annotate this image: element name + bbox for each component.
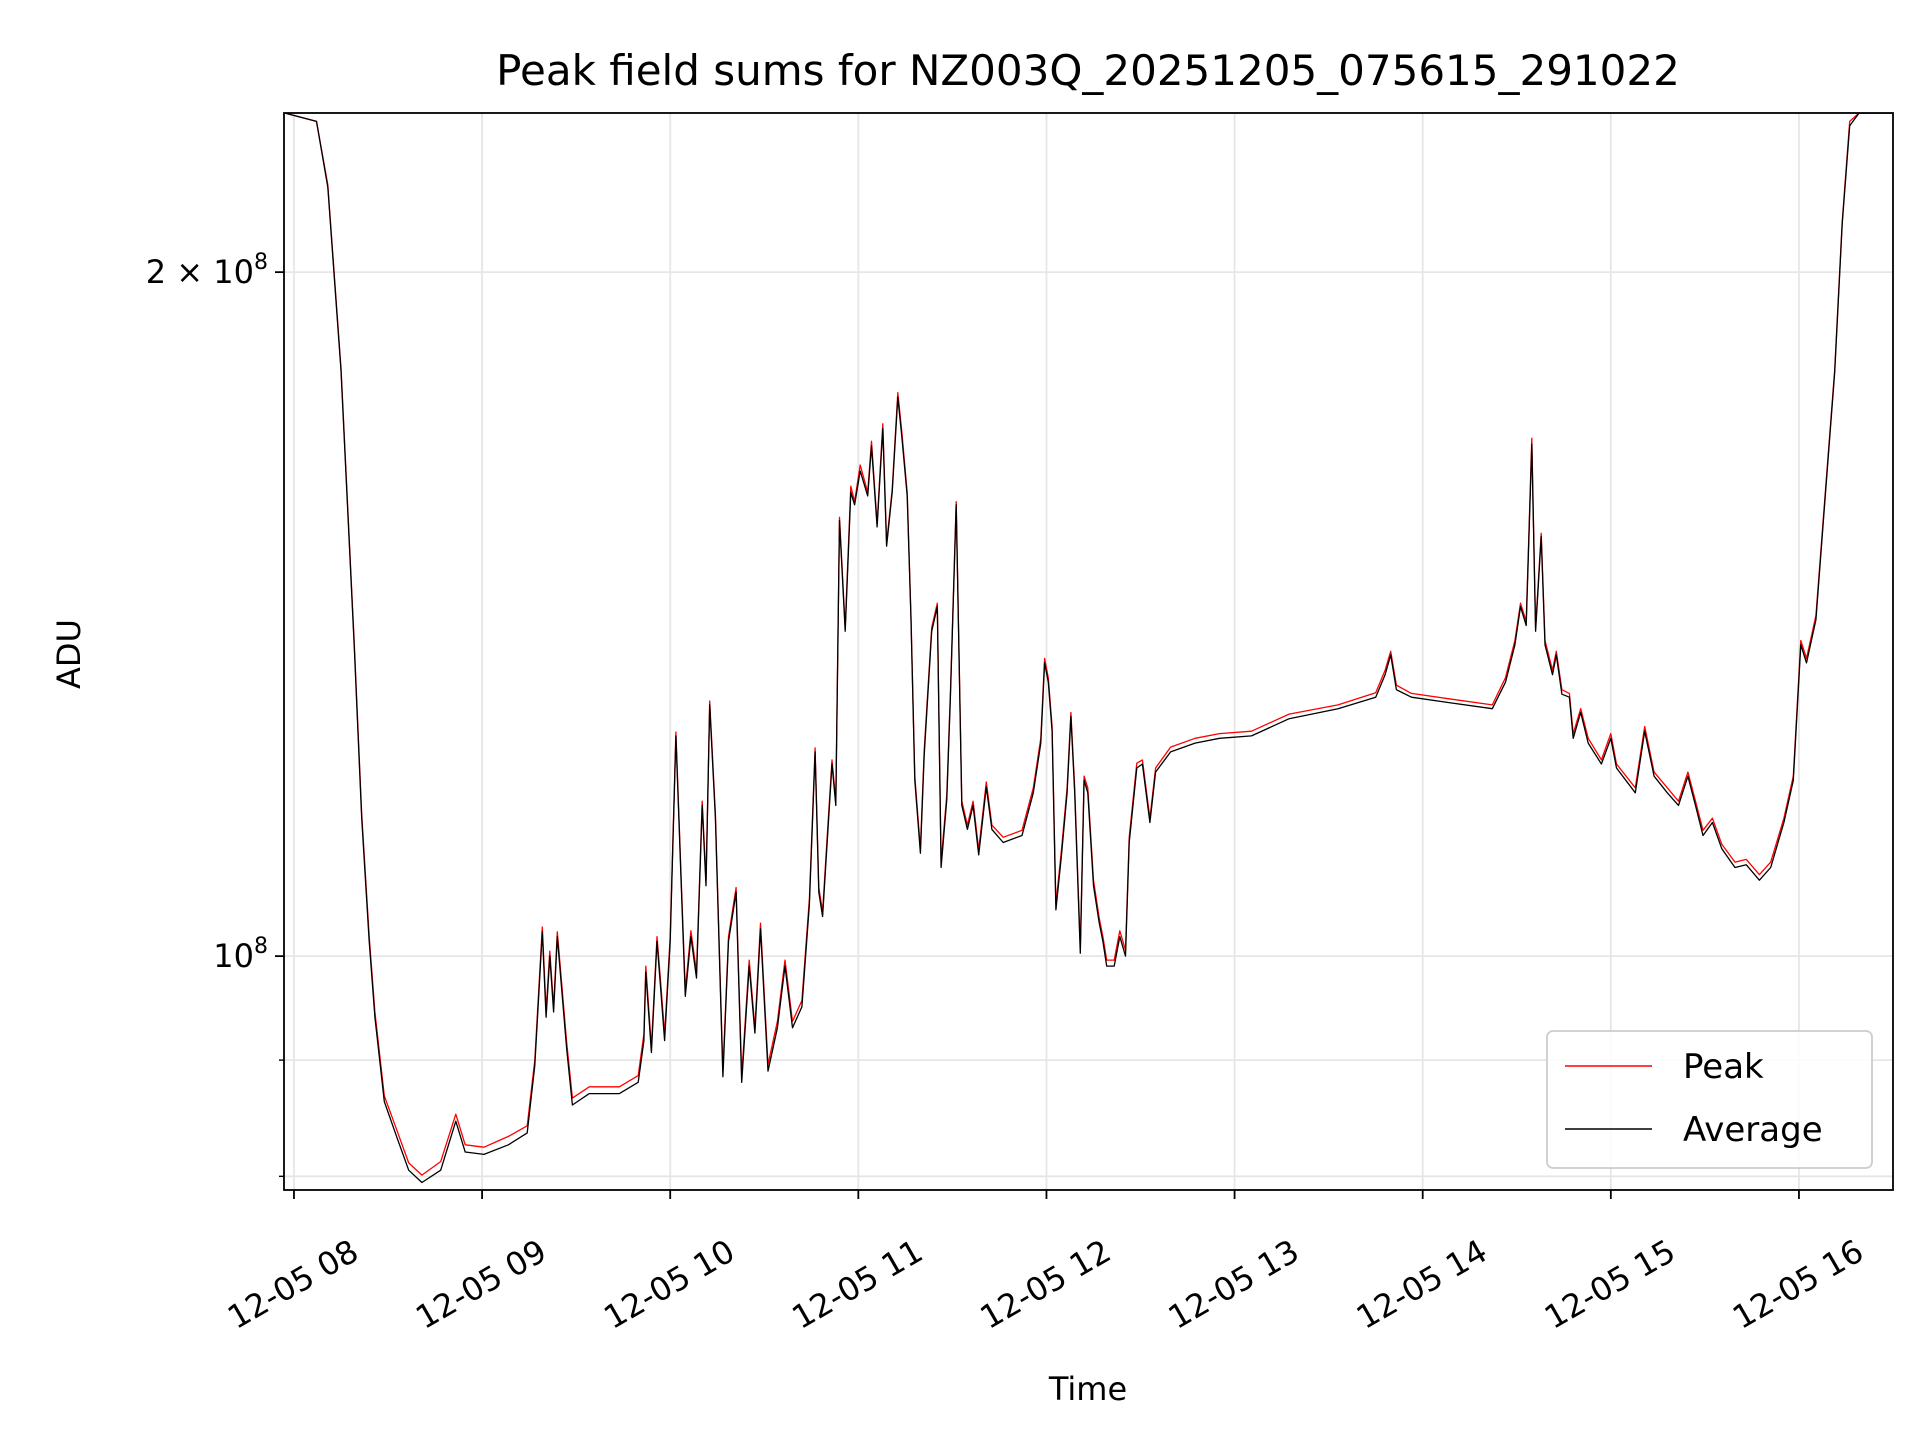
chart-title: Peak field sums for NZ003Q_20251205_0756… [496, 46, 1680, 95]
legend: Peak Average [1546, 1030, 1873, 1169]
plot-frame [283, 112, 1894, 1191]
y-tick-label: 2 × 108 [146, 250, 268, 291]
average-line [284, 113, 1893, 1184]
y-tick-label-base: 10 [213, 937, 254, 975]
y-tick-label-exponent: 8 [254, 250, 268, 275]
y-tick-label: 108 [213, 934, 268, 975]
legend-label-average: Average [1683, 1110, 1823, 1150]
y-tick-label-exponent: 8 [254, 934, 268, 959]
legend-box [1546, 1030, 1873, 1169]
y-tick-label-base: 2 × 10 [146, 253, 254, 291]
legend-label-peak: Peak [1683, 1047, 1764, 1087]
x-axis-label: Time [1048, 1370, 1127, 1408]
y-axis-label: ADU [50, 619, 88, 689]
plot-lines [284, 113, 1893, 1184]
